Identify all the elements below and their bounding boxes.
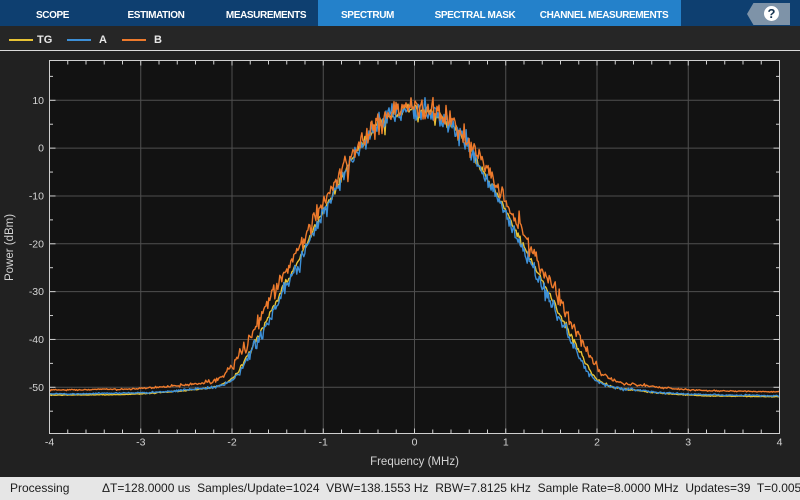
svg-text:Power (dBm): Power (dBm) [4, 214, 16, 281]
svg-text:2: 2 [594, 437, 600, 449]
svg-text:-10: -10 [29, 191, 44, 203]
svg-text:10: 10 [32, 95, 44, 107]
svg-text:-4: -4 [45, 437, 54, 449]
svg-text:-2: -2 [227, 437, 236, 449]
svg-text:-40: -40 [29, 334, 44, 346]
svg-text:-1: -1 [319, 437, 328, 449]
svg-text:0: 0 [412, 437, 418, 449]
svg-text:-50: -50 [29, 382, 44, 394]
svg-text:4: 4 [777, 437, 783, 449]
svg-text:-3: -3 [136, 437, 145, 449]
svg-text:1: 1 [503, 437, 509, 449]
svg-text:Frequency (MHz): Frequency (MHz) [370, 456, 459, 468]
svg-text:3: 3 [685, 437, 691, 449]
svg-text:-20: -20 [29, 238, 44, 250]
svg-text:-30: -30 [29, 286, 44, 298]
svg-text:0: 0 [38, 143, 44, 155]
